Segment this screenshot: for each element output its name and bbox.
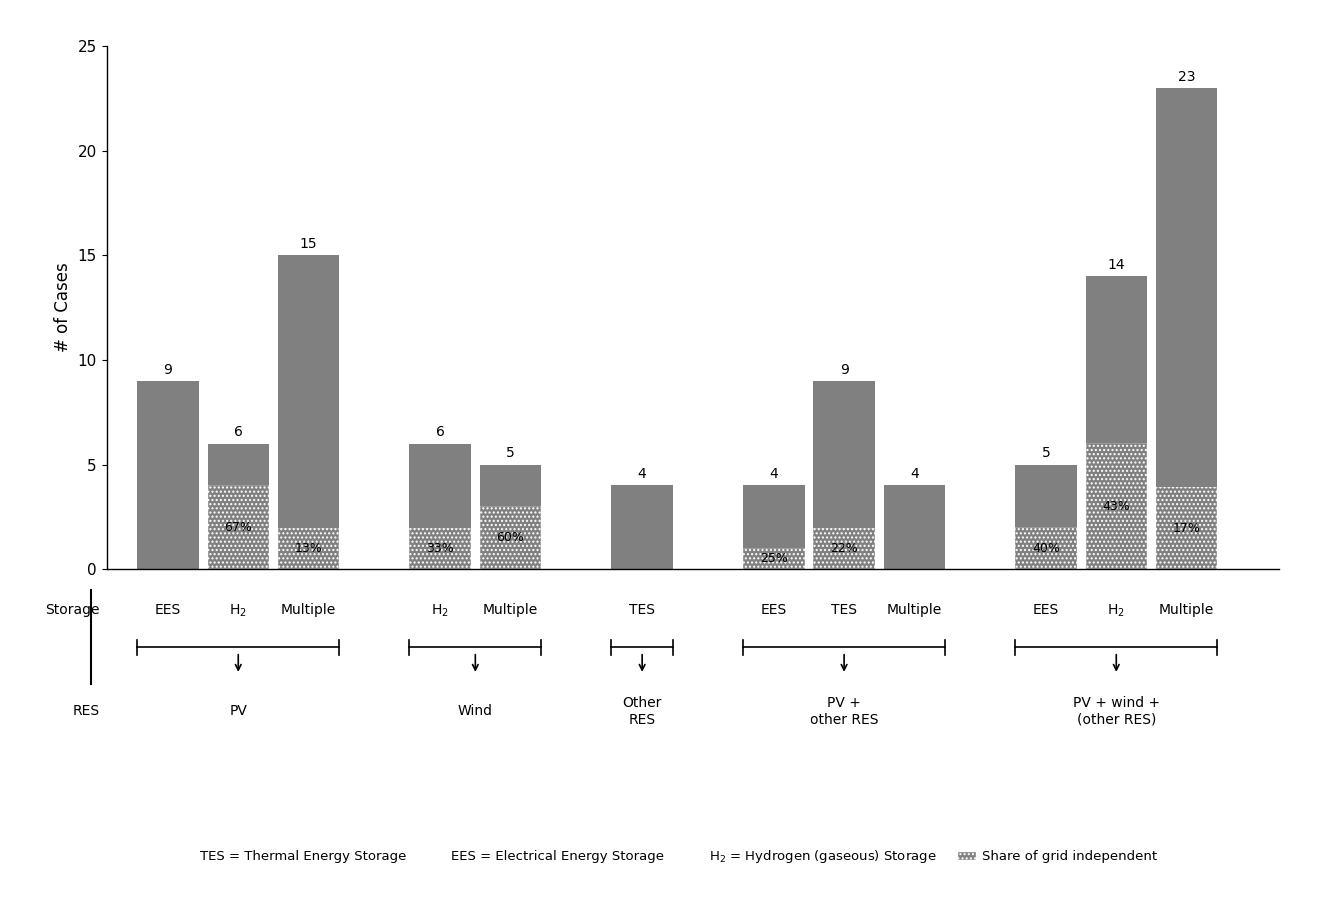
Bar bbox=[480, 465, 541, 507]
Text: H$_2$: H$_2$ bbox=[229, 602, 248, 619]
Text: Multiple: Multiple bbox=[281, 603, 336, 618]
Text: EES: EES bbox=[1032, 603, 1059, 618]
Text: H$_2$: H$_2$ bbox=[432, 602, 449, 619]
Text: H$_2$: H$_2$ bbox=[1107, 602, 1126, 619]
Text: 40%: 40% bbox=[1032, 542, 1060, 554]
Text: Multiple: Multiple bbox=[482, 603, 538, 618]
Bar bbox=[278, 529, 340, 569]
Bar bbox=[1015, 465, 1076, 527]
Bar bbox=[409, 528, 472, 569]
Legend: TES = Thermal Energy Storage, EES = Electrical Energy Storage, H$_2$ = Hydrogen : TES = Thermal Energy Storage, EES = Elec… bbox=[170, 843, 1162, 870]
Bar bbox=[137, 381, 198, 569]
Text: TES: TES bbox=[831, 603, 856, 618]
Bar bbox=[208, 485, 269, 569]
Bar bbox=[208, 443, 269, 485]
Text: Storage: Storage bbox=[45, 603, 100, 618]
Bar bbox=[743, 486, 805, 548]
Text: 17%: 17% bbox=[1172, 521, 1200, 535]
Bar bbox=[883, 486, 946, 569]
Bar bbox=[1015, 527, 1076, 569]
Text: 6: 6 bbox=[436, 425, 445, 440]
Bar bbox=[1156, 88, 1217, 487]
Bar bbox=[611, 486, 673, 569]
Text: PV + wind +
(other RES): PV + wind + (other RES) bbox=[1072, 697, 1160, 726]
Bar bbox=[1086, 276, 1147, 443]
Text: EES: EES bbox=[155, 603, 181, 618]
Bar bbox=[1086, 443, 1147, 569]
Text: 13%: 13% bbox=[294, 543, 322, 555]
Bar bbox=[814, 528, 875, 569]
Text: 33%: 33% bbox=[426, 542, 454, 555]
Text: Multiple: Multiple bbox=[1159, 603, 1215, 618]
Text: 5: 5 bbox=[1042, 446, 1051, 460]
Bar bbox=[480, 507, 541, 569]
Text: PV +
other RES: PV + other RES bbox=[810, 697, 878, 726]
Text: 6: 6 bbox=[234, 425, 242, 440]
Y-axis label: # of Cases: # of Cases bbox=[55, 263, 72, 353]
Text: 14: 14 bbox=[1107, 258, 1126, 272]
Bar bbox=[1156, 487, 1217, 569]
Text: Wind: Wind bbox=[458, 704, 493, 719]
Bar bbox=[743, 548, 805, 569]
Text: EES: EES bbox=[761, 603, 787, 618]
Bar bbox=[278, 255, 340, 529]
Text: TES: TES bbox=[629, 603, 655, 618]
Text: 4: 4 bbox=[638, 467, 646, 481]
Text: 5: 5 bbox=[506, 446, 515, 460]
Text: 9: 9 bbox=[839, 363, 848, 376]
Text: 67%: 67% bbox=[224, 521, 252, 533]
Text: Multiple: Multiple bbox=[887, 603, 942, 618]
Text: 23: 23 bbox=[1177, 70, 1195, 84]
Bar bbox=[814, 381, 875, 528]
Text: 43%: 43% bbox=[1103, 499, 1130, 512]
Text: 15: 15 bbox=[300, 237, 317, 251]
Text: 9: 9 bbox=[164, 363, 172, 376]
Text: PV: PV bbox=[229, 704, 248, 719]
Text: RES: RES bbox=[73, 704, 100, 719]
Text: 22%: 22% bbox=[830, 542, 858, 555]
Text: 4: 4 bbox=[910, 467, 919, 481]
Text: 4: 4 bbox=[770, 467, 778, 481]
Text: Other
RES: Other RES bbox=[622, 697, 662, 726]
Bar bbox=[409, 443, 472, 528]
Text: 25%: 25% bbox=[761, 553, 787, 565]
Text: 60%: 60% bbox=[497, 532, 525, 544]
